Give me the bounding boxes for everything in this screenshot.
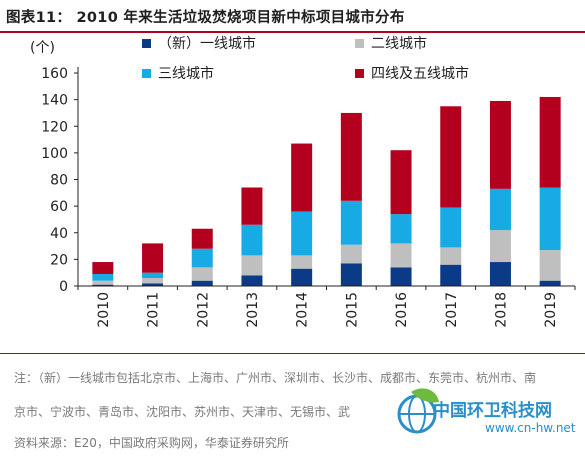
bar-segment (390, 243, 412, 268)
bar-segment (291, 255, 313, 269)
y-tick-label: 140 (41, 93, 68, 109)
bar-segment (489, 262, 511, 286)
bar-segment (390, 150, 412, 215)
bar-segment (440, 106, 462, 208)
x-tick-label: 2010 (96, 292, 112, 328)
bar-segment (241, 255, 263, 276)
x-tick-label: 2019 (543, 292, 559, 328)
bar-segment (489, 188, 511, 231)
x-tick-label: 2014 (295, 292, 311, 328)
bar-segment (92, 274, 114, 281)
source-note: 资料来源：E20，中国政府采购网，华泰证券研究所 (14, 436, 289, 450)
bar-segment (340, 244, 362, 264)
x-tick-label: 2016 (394, 292, 410, 328)
bar-segment (340, 263, 362, 286)
x-tick-label: 2012 (195, 292, 211, 328)
legend-label: 二线城市 (371, 35, 427, 52)
y-tick-label: 60 (50, 199, 68, 215)
bar-segment (191, 280, 213, 286)
x-tick-label: 2018 (493, 292, 509, 328)
bar-segment (440, 264, 462, 286)
bar-segment (191, 228, 213, 249)
bar-segment (291, 143, 313, 212)
y-tick-label: 120 (41, 119, 68, 135)
bar-segment (489, 100, 511, 189)
legend-label: （新）一线城市 (158, 35, 256, 52)
y-tick-label: 40 (50, 226, 68, 242)
bar-segment (539, 250, 561, 281)
bar-segment (440, 247, 462, 265)
legend-swatch (142, 39, 151, 48)
bar-segment (191, 248, 213, 268)
x-tick-label: 2013 (245, 292, 261, 328)
bar-segment (92, 284, 114, 286)
legend-label: 四线及五线城市 (371, 65, 469, 82)
legend-swatch (355, 39, 364, 48)
bar-segment (241, 224, 263, 256)
bar-segment (142, 243, 164, 273)
title-divider (0, 31, 585, 33)
footnote-line-1: 注：（新）一线城市包括北京市、上海市、广州市、深圳市、长沙市、成都市、东莞市、杭… (14, 371, 537, 385)
x-tick-label: 2017 (444, 292, 460, 328)
footnote-line-2: 京市、宁波市、青岛市、沈阳市、苏州市、天津市、无锡市、武 (14, 405, 351, 419)
bar-segment (92, 262, 114, 275)
watermark-title: 中国环卫科技网 (433, 401, 552, 421)
chart-title: 图表11： 2010 年来生活垃圾焚烧项目新中标项目城市分布 (6, 10, 405, 26)
bar-segment (440, 207, 462, 248)
notes-divider (0, 353, 585, 354)
legend-swatch (355, 69, 364, 78)
bar-segment (191, 267, 213, 281)
bar-segment (142, 278, 164, 284)
globe-leaf-icon (397, 388, 439, 434)
bar-segment (539, 187, 561, 251)
bar-segment (142, 272, 164, 279)
bar-segment (291, 211, 313, 256)
bar-segment (489, 230, 511, 263)
legend-swatch (142, 69, 151, 78)
x-tick-label: 2011 (146, 292, 162, 328)
site-watermark: 中国环卫科技网 www.cn-hw.net (393, 384, 579, 448)
bar-segment (142, 283, 164, 286)
y-tick-label: 0 (59, 279, 68, 295)
bar-segment (340, 112, 362, 201)
y-tick-label: 160 (41, 66, 68, 82)
bar-segment (390, 267, 412, 286)
x-tick-label: 2015 (344, 292, 360, 328)
bar-segment (539, 280, 561, 286)
y-tick-label: 100 (41, 146, 68, 162)
bar-segment (390, 214, 412, 244)
legend-label: 三线城市 (158, 65, 214, 82)
y-tick-label: 20 (50, 252, 68, 268)
watermark-url: www.cn-hw.net (485, 421, 576, 435)
bar-segment (539, 96, 561, 188)
bar-segment (241, 187, 263, 225)
bar-segment (241, 275, 263, 286)
y-tick-label: 80 (50, 173, 68, 189)
bar-segment (92, 280, 114, 285)
bar-segment (291, 268, 313, 286)
y-axis-unit-label: (个) (30, 40, 55, 56)
bar-segment (340, 200, 362, 245)
